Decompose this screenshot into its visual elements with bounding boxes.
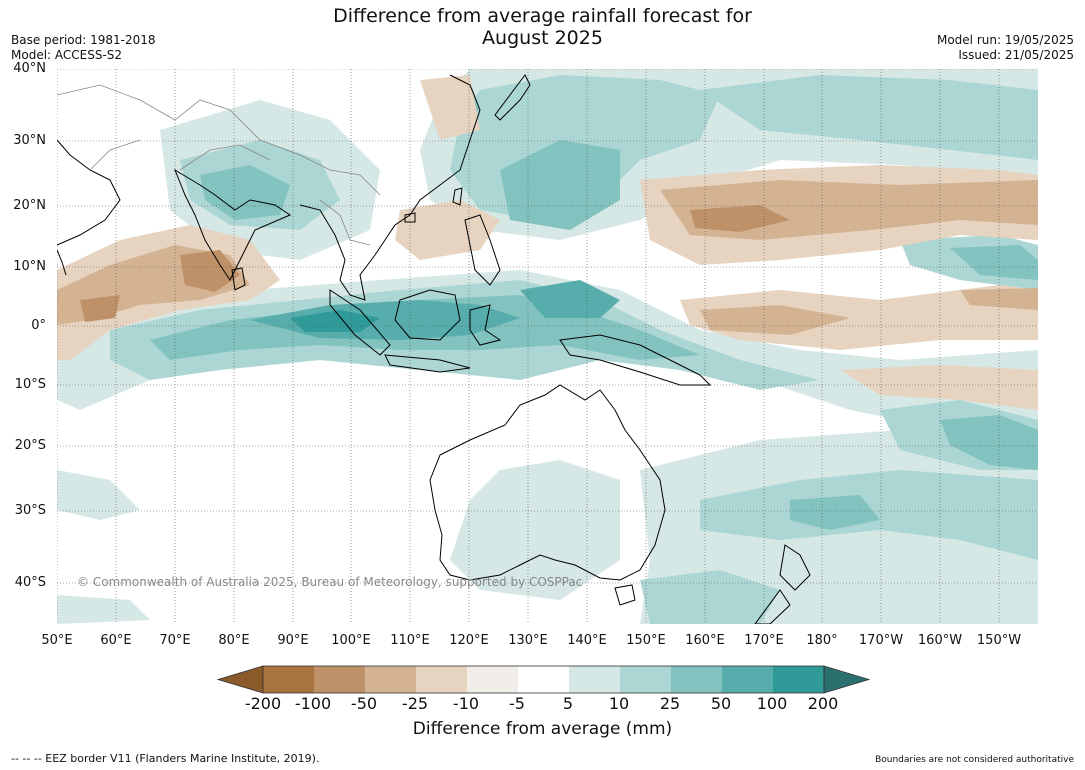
cbar-tick: 25 xyxy=(659,694,681,713)
lon-label-170w: 170°W xyxy=(858,633,904,648)
colorbar-segment xyxy=(467,666,518,693)
lon-label-170e: 170°E xyxy=(744,633,784,648)
base-period: Base period: 1981-2018 xyxy=(11,33,156,47)
title-line-1: Difference from average rainfall forecas… xyxy=(333,5,752,27)
lon-label-110e: 110°E xyxy=(390,633,430,648)
model-run: Model run: 19/05/2025 xyxy=(936,33,1074,47)
cbar-tick: 10 xyxy=(608,694,630,713)
anomaly-brown xyxy=(80,205,790,322)
lon-label-100e: 100°E xyxy=(331,633,371,648)
colorbar-segment xyxy=(416,666,467,693)
australia-coast xyxy=(429,384,666,581)
cbar-tick: -10 xyxy=(452,694,480,713)
cbar-tick: -25 xyxy=(401,694,429,713)
lon-label-160e: 160°E xyxy=(685,633,725,648)
sulawesi-coast xyxy=(469,304,502,346)
eez-border-note: -- -- -- EEZ border V11 (Flanders Marine… xyxy=(11,752,320,765)
lon-label-180: 180° xyxy=(806,633,838,648)
title-line-2: August 2025 xyxy=(482,27,603,49)
srilanka-coast xyxy=(231,267,246,291)
map-body xyxy=(57,69,1038,624)
lon-label-150e: 150°E xyxy=(626,633,666,648)
cbar-tick: -50 xyxy=(350,694,378,713)
cbar-tick: -100 xyxy=(294,694,332,713)
lat-label-10n: 10°N xyxy=(13,259,46,274)
java-coast xyxy=(384,354,471,373)
colorbar-segment xyxy=(518,666,569,693)
lon-label-80e: 80°E xyxy=(218,633,250,648)
colorbar-extend-high xyxy=(823,665,871,694)
colorbar-segment xyxy=(569,666,620,693)
borneo-coast xyxy=(394,289,461,341)
lon-label-130e: 130°E xyxy=(508,633,548,648)
newguinea-coast xyxy=(559,334,712,386)
colorbar-segment xyxy=(314,666,365,693)
lon-label-140e: 140°E xyxy=(567,633,607,648)
lon-label-150w: 150°W xyxy=(976,633,1022,648)
tasmania-coast xyxy=(614,584,636,606)
taiwan-coast xyxy=(452,187,463,206)
lat-label-40s: 40°S xyxy=(14,575,46,590)
colorbar-outline xyxy=(262,665,825,694)
cbar-tick: 100 xyxy=(756,694,788,713)
colorbar-segment xyxy=(263,666,314,693)
africa-coast xyxy=(57,249,67,276)
colorbar-segment xyxy=(722,666,773,693)
meta-right: Model run: 19/05/2025 Issued: 21/05/2025 xyxy=(937,33,1074,63)
lat-label-20s: 20°S xyxy=(14,438,46,453)
lat-label-30s: 30°S xyxy=(14,503,46,518)
se-asia-coast xyxy=(299,74,481,301)
philippines-coast xyxy=(464,214,501,286)
lat-label-30n: 30°N xyxy=(13,133,46,148)
colorbar-segment xyxy=(365,666,416,693)
issued-date: Issued: 21/05/2025 xyxy=(958,48,1074,62)
coastlines xyxy=(57,74,811,624)
colorbar-label: Difference from average (mm) xyxy=(412,719,673,739)
cbar-tick: 200 xyxy=(807,694,839,713)
japan-coast xyxy=(494,74,531,121)
india-coast xyxy=(173,168,292,281)
anomaly-darkest-teal xyxy=(290,310,380,332)
colorbar-extend-low xyxy=(216,665,264,694)
colorbar-segment xyxy=(671,666,722,693)
colorbar-segments xyxy=(216,665,871,694)
lon-label-60e: 60°E xyxy=(100,633,132,648)
lon-label-50e: 50°E xyxy=(41,633,73,648)
arabia-coast xyxy=(57,139,121,246)
newzealand-coast xyxy=(754,544,811,624)
sumatra-coast xyxy=(329,289,391,356)
colorbar-segment xyxy=(620,666,671,693)
lat-label-0: 0° xyxy=(31,318,46,333)
model-name: Model: ACCESS-S2 xyxy=(11,48,123,62)
boundaries-disclaimer: Boundaries are not considered authoritat… xyxy=(875,755,1074,765)
meta-left: Base period: 1981-2018 Model: ACCESS-S2 xyxy=(11,33,156,63)
lat-label-20n: 20°N xyxy=(13,198,46,213)
copyright-notice: © Commonwealth of Australia 2025, Bureau… xyxy=(77,575,583,589)
cbar-tick: -5 xyxy=(509,694,525,713)
lon-label-160w: 160°W xyxy=(917,633,963,648)
lat-label-40n: 40°N xyxy=(13,61,46,76)
cbar-tick: -200 xyxy=(244,694,282,713)
hainan-coast xyxy=(404,212,416,223)
colorbar-segment xyxy=(773,666,824,693)
country-borders xyxy=(57,84,381,246)
lon-label-90e: 90°E xyxy=(277,633,309,648)
cbar-tick: 5 xyxy=(562,694,574,713)
lat-label-10s: 10°S xyxy=(14,377,46,392)
graticule xyxy=(57,69,1038,624)
lon-label-70e: 70°E xyxy=(159,633,191,648)
cbar-tick: 50 xyxy=(710,694,732,713)
map-title: Difference from average rainfall forecas… xyxy=(0,5,1085,49)
lon-label-120e: 120°E xyxy=(449,633,489,648)
